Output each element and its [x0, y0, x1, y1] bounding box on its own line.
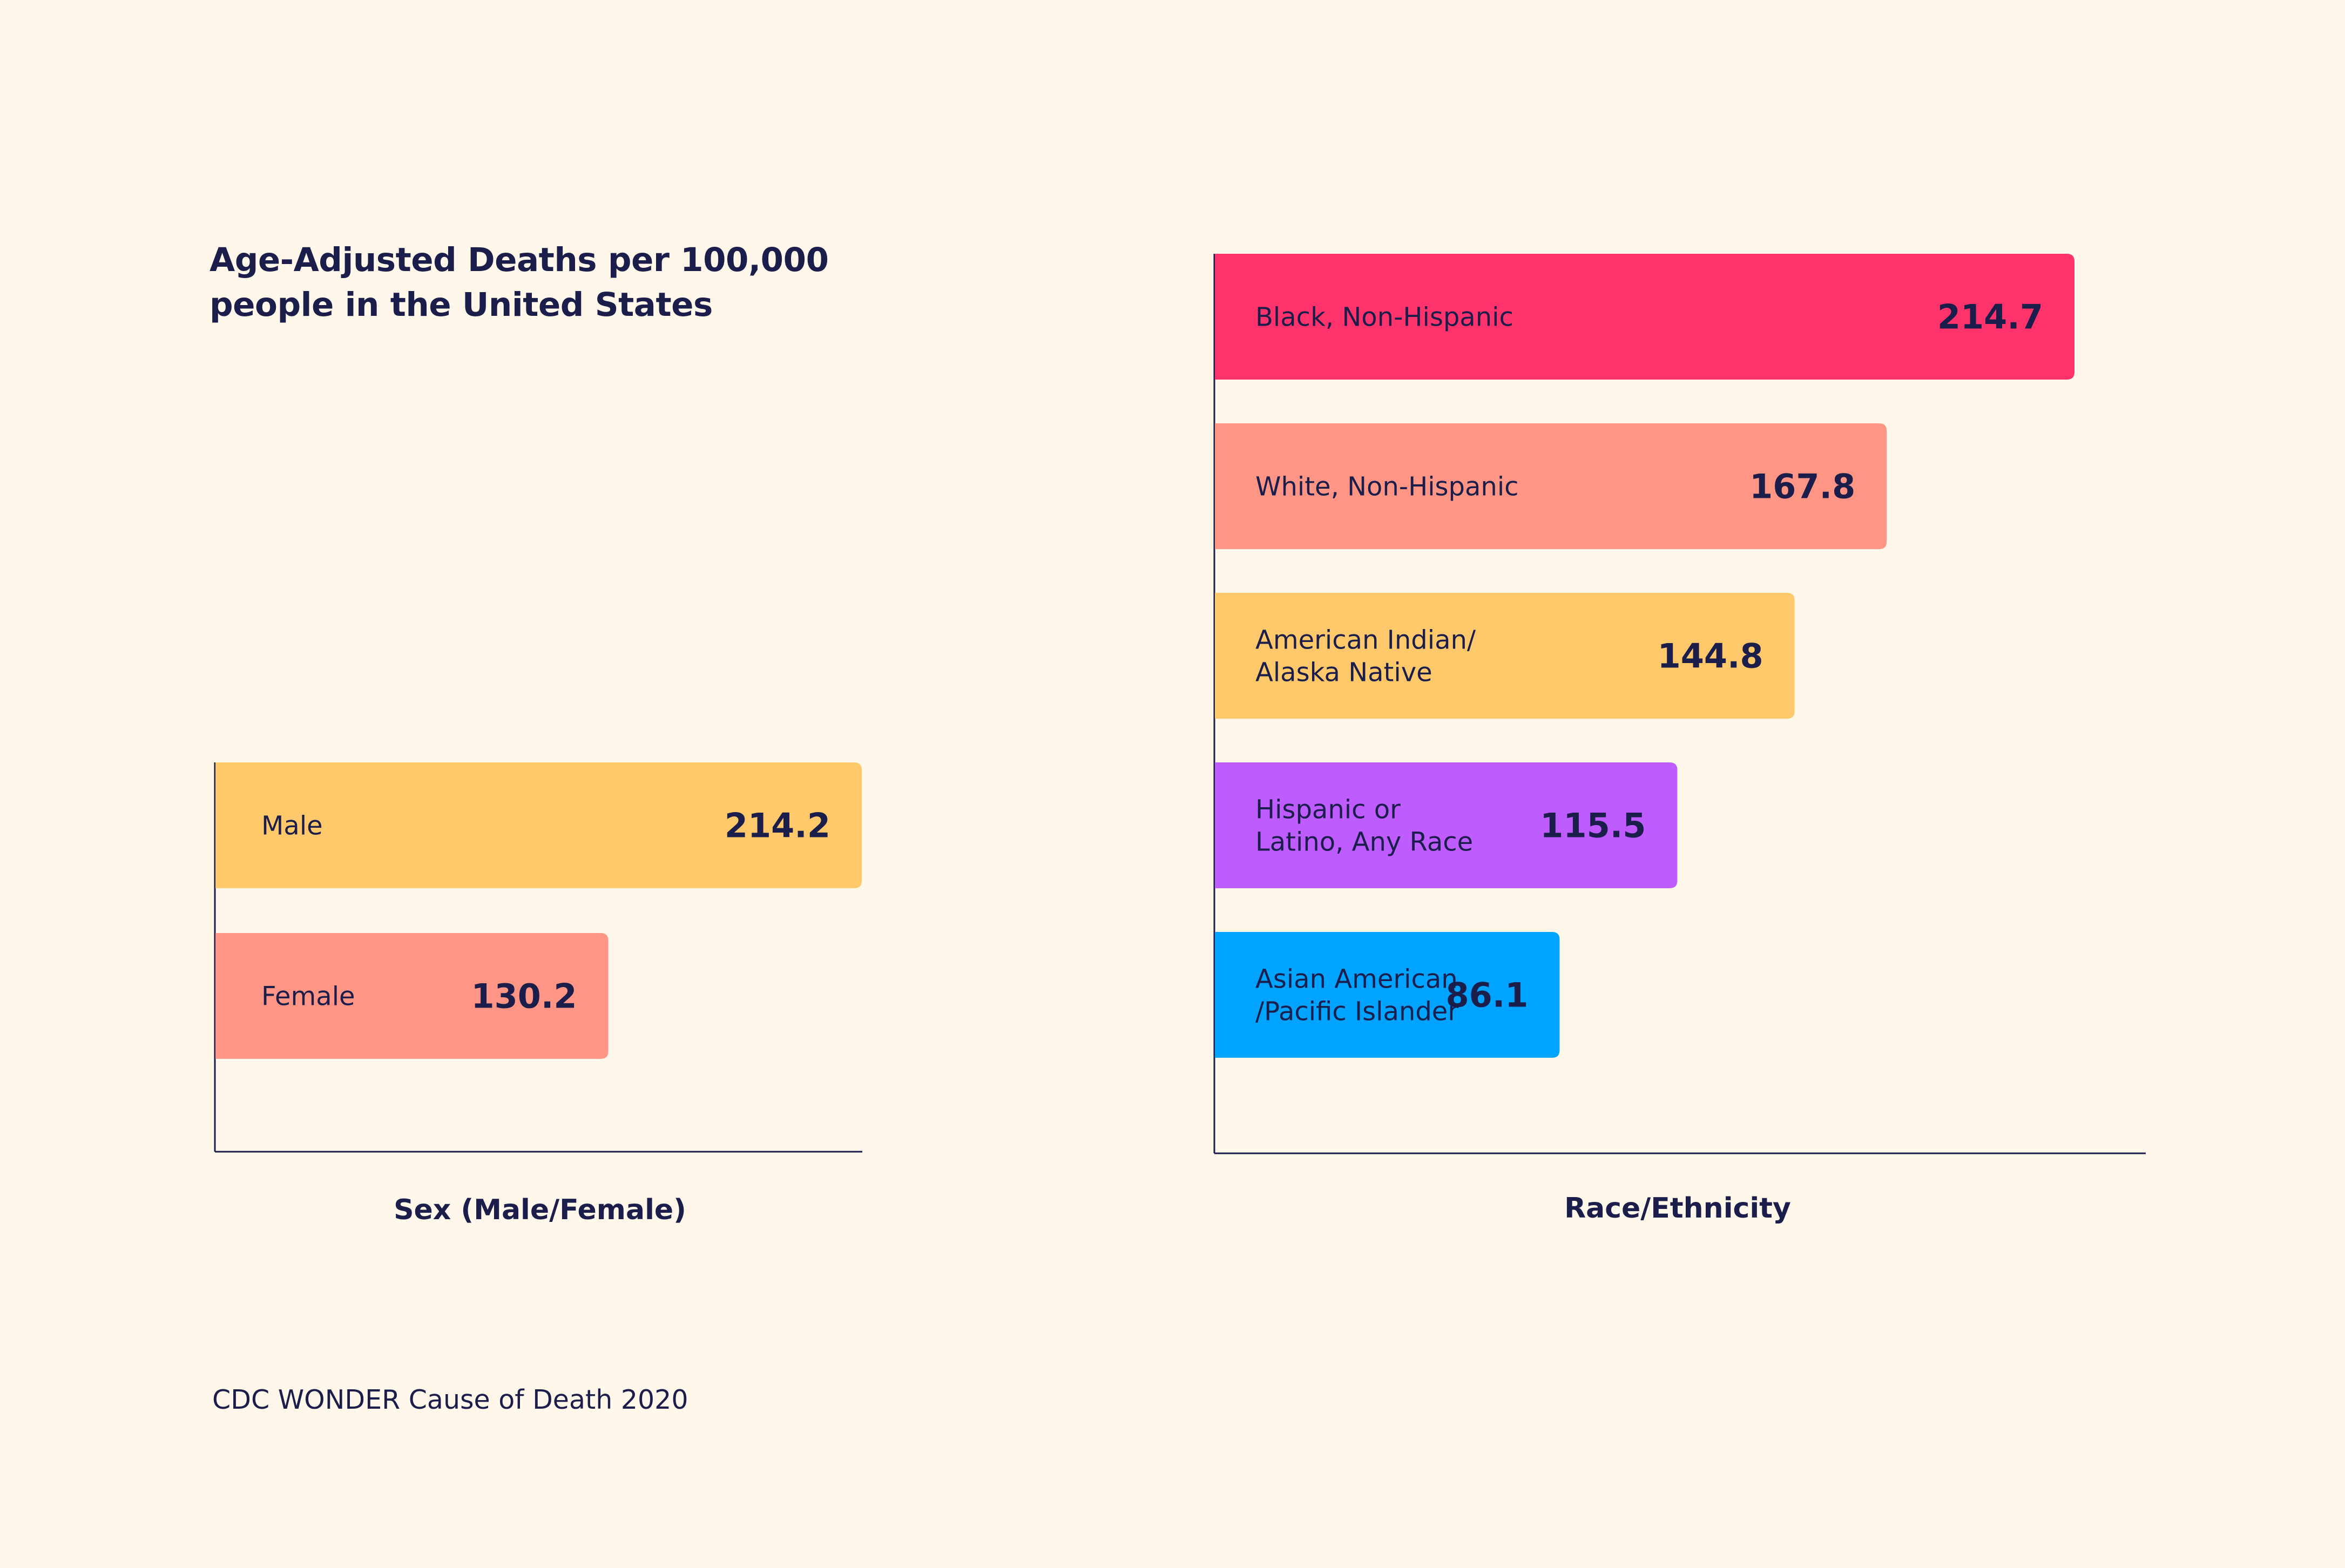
race-bar-group: Hispanic or Latino, Any Race 115.5	[1215, 762, 1678, 888]
race-bar-group: American Indian/Alaska Native 144.8	[1215, 593, 1795, 719]
page-title-line-1: Age-Adjusted Deaths per 100,000	[210, 241, 829, 279]
race-bar	[1215, 423, 1887, 549]
sex-bar	[215, 933, 609, 1059]
race-category-label: White, Non-Hispanic	[1255, 472, 1519, 502]
race-category-label: Hispanic or Latino, Any Race	[1255, 795, 1473, 857]
race-x-axis-label: Race/Ethnicity	[1564, 1192, 1791, 1225]
sex-value-label: 130.2	[471, 977, 577, 1016]
chart-race-ethnicity: Black, Non-Hispanic 214.7 White, Non-Hispa…	[1213, 254, 2146, 1225]
sex-category-label: Female	[261, 982, 355, 1012]
race-category-label: American Indian/Alaska Native	[1255, 625, 1476, 688]
race-value-label: 144.8	[1658, 637, 1763, 676]
race-category-label: Black, Non-Hispanic	[1255, 302, 1513, 333]
race-bar-group: Black, Non-Hispanic 214.7	[1215, 254, 2074, 380]
sex-bar	[215, 762, 862, 888]
race-value-label: 86.1	[1445, 976, 1528, 1015]
race-bar	[1215, 254, 2074, 380]
sex-bar-group: Female 130.2	[215, 933, 609, 1059]
sex-category-label: Male	[261, 811, 323, 841]
race-value-label: 167.8	[1749, 467, 1855, 506]
race-bar-group: White, Non-Hispanic 167.8	[1215, 423, 1887, 549]
race-bar	[1215, 593, 1795, 719]
race-bar	[1215, 762, 1678, 888]
source-note: CDC WONDER Cause of Death 2020	[212, 1384, 688, 1415]
race-bar	[1215, 932, 1560, 1058]
race-value-label: 214.7	[1937, 298, 2043, 337]
sex-x-axis-label: Sex (Male/Female)	[394, 1194, 686, 1226]
sex-bar-group: Male 214.2	[215, 762, 862, 888]
page-title-line-2: people in the United States	[210, 286, 713, 324]
chart-sex: Male 214.2 Female 130.2 Sex (Male/Female)	[214, 762, 862, 1226]
sex-value-label: 214.2	[725, 806, 830, 846]
page-title: Age-Adjusted Deaths per 100,000 people i…	[210, 238, 829, 327]
race-value-label: 115.5	[1540, 806, 1646, 846]
race-category-label: Asian American/Pacific Islander	[1255, 964, 1458, 1027]
